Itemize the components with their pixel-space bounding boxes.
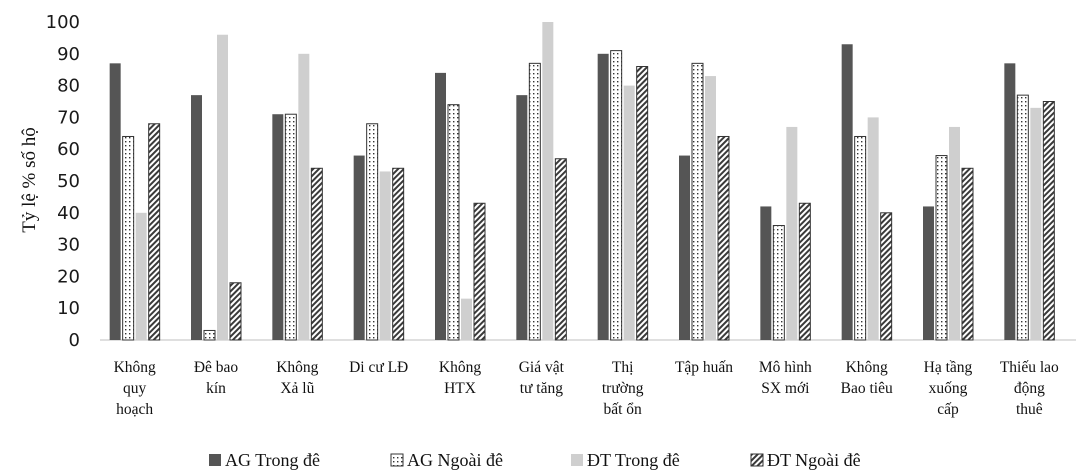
bar [1030, 107, 1042, 340]
bar [528, 62, 541, 341]
y-tick-label: 20 [57, 266, 80, 287]
y-tick-label: 60 [57, 139, 80, 160]
x-category-label: Di cư LĐ [349, 359, 408, 376]
bar [217, 34, 228, 340]
x-category-label: HTX [444, 380, 476, 397]
legend-swatch [750, 453, 764, 467]
bar [191, 95, 202, 340]
x-category-label: Mô hình [759, 359, 812, 376]
bar [542, 22, 554, 340]
bar [272, 114, 284, 340]
y-tick-label: 80 [57, 76, 80, 97]
bar [284, 113, 297, 341]
legend: AG Trong đê AG Ngoài đê ĐT Trong đê ĐT Ngoà… [209, 450, 861, 470]
x-category-label: xuống [929, 380, 968, 397]
legend-label: AG Ngoài đê [407, 450, 503, 470]
bar [854, 135, 867, 341]
category-labels: Không quy hoạch Đê bao kín Không Xả lũ Di cư LĐ… [114, 359, 1059, 418]
y-tick-label: 40 [57, 203, 80, 224]
bar [772, 225, 785, 341]
x-category-label: Không [846, 359, 888, 376]
x-category-label: Bao tiêu [841, 380, 893, 397]
y-tick-label: 0 [69, 330, 80, 351]
x-category-label: Giá vật [519, 359, 565, 376]
x-category-label: kín [206, 380, 226, 397]
x-category-label: quy [123, 380, 147, 397]
bar [298, 53, 310, 341]
bar [636, 66, 649, 341]
bar [392, 167, 405, 341]
y-tick-label: 70 [57, 107, 80, 128]
legend-swatch [390, 453, 404, 467]
bar [867, 117, 879, 341]
bar [786, 126, 798, 340]
y-tick-label: 90 [57, 44, 80, 65]
bar [597, 53, 609, 341]
y-axis-ticks: 0 10 20 30 40 50 60 70 80 90 100 [46, 12, 80, 351]
x-category-label: SX mới [761, 380, 810, 397]
bar [798, 202, 811, 341]
legend-swatch [571, 454, 583, 466]
bar [760, 206, 772, 340]
bar [717, 135, 730, 341]
x-category-label: thuê [1016, 401, 1043, 418]
x-category-label: Thiếu lao [1000, 359, 1059, 376]
legend-label: ĐT Trong đê [587, 450, 680, 470]
bar [353, 155, 365, 340]
y-tick-label: 50 [57, 171, 80, 192]
bar [447, 104, 460, 341]
bar [473, 202, 486, 341]
x-category-label: Không [276, 359, 318, 376]
bar [516, 95, 528, 340]
x-category-label: Không [114, 359, 156, 376]
x-category-label: Hạ tầng [924, 359, 973, 376]
x-category-label: cấp [937, 401, 959, 418]
x-category-label: Xả lũ [280, 380, 314, 397]
bar [122, 135, 135, 341]
y-tick-label: 30 [57, 235, 80, 256]
x-category-label: bất ổn [604, 401, 643, 418]
bar [366, 123, 379, 341]
x-category-label: Tập huấn [675, 359, 733, 376]
bar-groups [109, 22, 1055, 341]
bar [949, 126, 960, 340]
y-tick-label: 10 [57, 298, 80, 319]
x-category-label: Thị [612, 359, 634, 376]
bar [135, 212, 147, 340]
x-category-label: trường [602, 380, 644, 397]
bar [310, 167, 323, 341]
bar [691, 62, 704, 341]
bar [880, 212, 893, 341]
bar [923, 206, 934, 340]
x-category-label: tư tăng [520, 380, 564, 397]
x-category-label: Không [439, 359, 481, 376]
y-tick-label: 100 [46, 12, 80, 33]
legend-label: ĐT Ngoài đê [767, 450, 861, 470]
bar [1004, 63, 1016, 341]
bar [379, 171, 391, 340]
x-category-label: động [1014, 380, 1045, 397]
legend-swatch [209, 454, 221, 466]
bar [705, 76, 716, 340]
bar [841, 44, 853, 340]
bar [109, 63, 121, 341]
bar [610, 50, 623, 341]
bar [935, 155, 948, 341]
bar [229, 282, 242, 341]
bar [679, 155, 690, 340]
legend-label: AG Trong đê [225, 450, 320, 470]
bar [435, 72, 446, 340]
bar [461, 298, 472, 340]
y-axis-title: Tỷ lệ % số hộ [19, 127, 40, 233]
bar [1016, 94, 1029, 341]
bar [554, 158, 567, 341]
bar [961, 167, 974, 341]
bar [148, 123, 161, 341]
bar [1042, 101, 1055, 341]
bar [623, 85, 635, 340]
x-category-label: hoạch [116, 401, 153, 418]
x-category-label: Đê bao [194, 359, 239, 376]
bar [203, 329, 216, 341]
